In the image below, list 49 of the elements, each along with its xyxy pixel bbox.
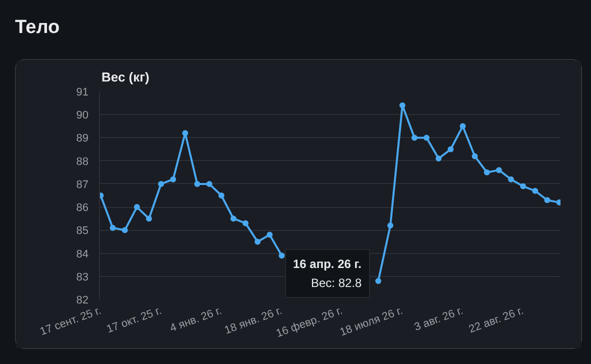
point xyxy=(508,176,514,182)
point xyxy=(532,188,538,194)
point xyxy=(411,134,418,141)
x-tick-label: 17 окт. 25 г. xyxy=(105,304,164,336)
point xyxy=(146,216,152,222)
point xyxy=(110,224,116,231)
point xyxy=(266,232,273,238)
point xyxy=(218,192,224,198)
chart-title: Тело xyxy=(15,16,60,40)
point xyxy=(182,130,188,136)
point xyxy=(496,167,502,174)
point xyxy=(424,134,430,141)
point xyxy=(520,183,526,190)
point xyxy=(242,220,249,226)
point xyxy=(399,102,406,108)
y-tick-label: 90 xyxy=(76,110,89,122)
point xyxy=(387,222,394,229)
y-tick-label: 82 xyxy=(76,294,89,306)
y-tick-label: 85 xyxy=(76,225,89,238)
y-tick-label: 91 xyxy=(76,86,89,98)
point xyxy=(170,176,176,182)
y-tick-label: 86 xyxy=(76,202,89,214)
point xyxy=(206,180,212,187)
point xyxy=(254,238,261,245)
y-tick-label: 89 xyxy=(76,132,89,145)
point xyxy=(436,156,442,162)
point xyxy=(484,169,490,176)
annotation: Вес: 82.8 xyxy=(311,276,362,290)
x-tick-label: 4 янв. 26 г. xyxy=(168,304,224,335)
y-tick-label: 88 xyxy=(76,156,89,168)
x-tick-label: 17 сент. 25 г. xyxy=(38,304,103,338)
point xyxy=(158,180,164,187)
point xyxy=(122,227,128,234)
x-tick-label: 3 авг. 26 г. xyxy=(412,304,465,334)
point xyxy=(448,146,454,152)
annotation: 16 апр. 26 г. xyxy=(293,257,362,271)
chart-subtitle: Вес (кг) xyxy=(102,70,150,84)
point xyxy=(194,180,200,187)
y-tick-label: 84 xyxy=(76,248,89,260)
point xyxy=(544,197,550,204)
point xyxy=(375,278,382,284)
y-tick-label: 87 xyxy=(76,178,89,191)
point xyxy=(278,252,285,259)
point xyxy=(134,204,140,210)
point xyxy=(230,216,236,222)
point xyxy=(460,123,466,130)
x-tick-label: 22 авг. 26 г. xyxy=(467,304,526,336)
y-tick-label: 83 xyxy=(76,271,89,284)
point xyxy=(472,153,478,160)
